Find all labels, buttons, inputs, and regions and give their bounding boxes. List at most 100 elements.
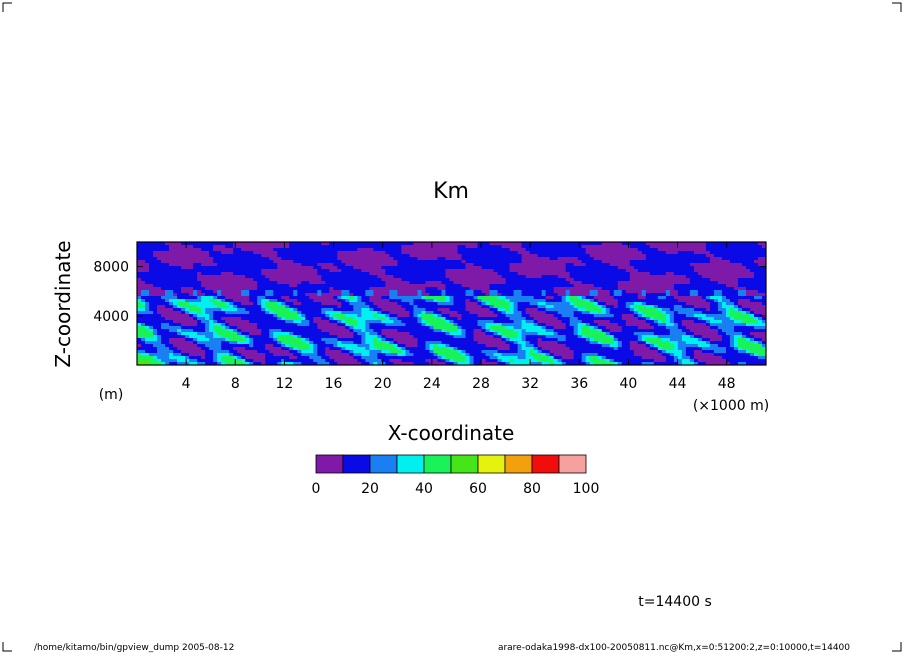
heatmap-cell [493,266,499,270]
heatmap-cell [717,269,723,273]
heatmap-cell [521,329,527,333]
heatmap-cell [569,308,575,312]
heatmap-cell [153,329,158,333]
heatmap-cell [217,263,222,267]
heatmap-cell [753,260,759,264]
heatmap-cell [681,275,687,279]
heatmap-cell [505,266,511,270]
heatmap-cell [661,323,667,327]
heatmap-cell [729,329,735,333]
heatmap-cell [305,263,310,267]
heatmap-cell [241,320,246,324]
heatmap-cell [417,323,423,327]
heatmap-cell [521,269,527,273]
heatmap-cell [241,326,246,330]
heatmap-cell [565,275,571,279]
heatmap-cell [337,329,342,333]
heatmap-cell [365,320,370,324]
heatmap-cell [225,335,230,339]
heatmap-cell [365,275,370,279]
heatmap-cell [377,326,382,330]
heatmap-cell [361,287,366,291]
heatmap-cell [625,323,631,327]
heatmap-cell [269,257,274,261]
heatmap-cell [453,287,459,291]
heatmap-cell [645,305,651,309]
heatmap-cell [217,311,222,315]
heatmap-cell [525,320,531,324]
heatmap-cell [317,260,322,264]
heatmap-cell [329,278,334,282]
heatmap-cell [757,305,763,309]
heatmap-cell [709,311,715,315]
heatmap-cell [325,287,330,291]
heatmap-cell [233,296,238,300]
heatmap-cell [497,293,503,297]
heatmap-cell [641,254,647,258]
heatmap-cell [273,287,278,291]
heatmap-cell [485,269,491,273]
heatmap-cell [665,248,671,252]
heatmap-cell [745,245,751,249]
heatmap-cell [417,269,423,273]
heatmap-cell [677,278,683,282]
heatmap-cell [645,266,651,270]
heatmap-cell [641,332,647,336]
heatmap-cell [325,302,330,306]
heatmap-cell [485,314,491,318]
heatmap-cell [293,248,298,252]
heatmap-cell [429,299,435,303]
heatmap-cell [721,269,727,273]
heatmap-cell [213,260,218,264]
heatmap-cell [193,323,198,327]
heatmap-cell [385,251,390,255]
heatmap-cell [297,320,302,324]
heatmap-cell [437,281,443,285]
heatmap-cell [709,281,715,285]
heatmap-cell [417,329,423,333]
heatmap-cell [537,248,543,252]
heatmap-cell [313,275,318,279]
heatmap-cell [289,323,294,327]
heatmap-cell [413,317,419,321]
heatmap-cell [517,311,523,315]
heatmap-cell [385,245,390,249]
heatmap-cell [573,263,579,267]
heatmap-cell [345,314,350,318]
heatmap-cell [713,332,719,336]
heatmap-cell [309,266,314,270]
heatmap-cell [313,269,318,273]
heatmap-cell [573,245,579,249]
heatmap-cell [401,314,407,318]
heatmap-cell [693,320,699,324]
heatmap-cell [713,287,719,291]
heatmap-cell [173,329,178,333]
heatmap-cell [649,299,655,303]
heatmap-cell [649,308,655,312]
heatmap-cell [525,293,531,297]
heatmap-cell [549,290,555,294]
heatmap-cell [181,242,186,246]
heatmap-cell [433,317,439,321]
heatmap-cell [357,284,362,288]
heatmap-cell [261,302,266,306]
heatmap-cell [493,263,499,267]
heatmap-cell [553,311,559,315]
heatmap-cell [381,284,386,288]
heatmap-cell [485,260,491,264]
heatmap-cell [537,284,543,288]
heatmap-cell [389,317,395,321]
heatmap-cell [473,254,479,258]
heatmap-cell [685,299,691,303]
heatmap-cell [569,272,575,276]
heatmap-cell [677,302,683,306]
heatmap-cell [417,278,423,282]
heatmap-cell [161,317,166,321]
heatmap-cell [365,299,370,303]
heatmap-cell [301,302,306,306]
heatmap-cell [145,275,150,279]
heatmap-cell [457,299,463,303]
heatmap-cell [525,287,531,291]
heatmap-cell [709,332,715,336]
heatmap-cell [257,335,262,339]
